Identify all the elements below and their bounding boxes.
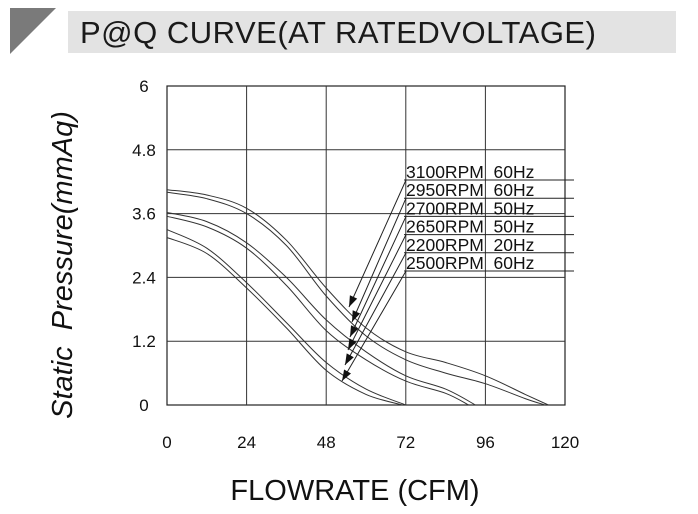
plot-frame bbox=[166, 85, 566, 406]
x-tick-label: 72 bbox=[396, 433, 415, 452]
legend-entry: 2650RPM 50Hz bbox=[406, 217, 534, 237]
series-line bbox=[166, 229, 406, 406]
arrowhead bbox=[348, 338, 357, 350]
series-line bbox=[166, 189, 549, 406]
leader-line bbox=[344, 252, 407, 366]
legend-entry: 2500RPM 60Hz bbox=[406, 253, 534, 273]
series-line bbox=[166, 191, 546, 406]
y-tick-label: 6 bbox=[139, 77, 148, 96]
leader-line bbox=[348, 179, 407, 308]
arrowhead bbox=[349, 295, 358, 307]
legend-entry: 2950RPM 60Hz bbox=[406, 180, 534, 200]
leader-line bbox=[341, 270, 407, 382]
x-tick-label: 24 bbox=[237, 433, 256, 452]
curves bbox=[166, 189, 549, 406]
series-line bbox=[166, 237, 403, 406]
legend-entry: 2700RPM 50Hz bbox=[406, 198, 534, 218]
x-tick-label: 48 bbox=[317, 433, 336, 452]
leader-line bbox=[351, 198, 407, 323]
y-tick-label: 1.2 bbox=[132, 332, 156, 351]
title-bar bbox=[68, 11, 676, 53]
tick-labels: 0 24 48 72 96 120 0 1.2 2.4 3.6 4.8 6 bbox=[132, 77, 579, 452]
leader-line bbox=[347, 234, 407, 351]
legend-arrows bbox=[341, 179, 407, 382]
leader-line bbox=[349, 216, 407, 338]
legend-entry: 3100RPM 60Hz bbox=[406, 162, 534, 182]
series-line bbox=[166, 215, 470, 406]
x-axis-label: FLOWRATE (CFM) bbox=[230, 475, 479, 507]
y-axis-label: Static Pressure(mmAq) bbox=[47, 111, 79, 419]
chart-header: P@Q CURVE(AT RATEDVOLTAGE) bbox=[10, 8, 676, 56]
series-line bbox=[166, 212, 476, 406]
y-tick-label: 2.4 bbox=[132, 268, 156, 287]
y-tick-label: 3.6 bbox=[132, 205, 156, 224]
corner-triangle-icon bbox=[10, 8, 56, 54]
arrowhead bbox=[352, 310, 361, 322]
legend-entry: 2200RPM 20Hz bbox=[406, 235, 534, 255]
x-tick-label: 0 bbox=[162, 433, 171, 452]
x-tick-label: 96 bbox=[476, 433, 495, 452]
y-tick-label: 4.8 bbox=[132, 141, 156, 160]
y-tick-label: 0 bbox=[139, 396, 148, 415]
grid bbox=[166, 85, 566, 406]
arrowhead bbox=[342, 369, 351, 381]
arrowhead bbox=[350, 325, 359, 337]
chart-title: P@Q CURVE(AT RATEDVOLTAGE) bbox=[80, 15, 597, 50]
arrowhead bbox=[345, 353, 354, 365]
x-tick-label: 120 bbox=[551, 433, 579, 452]
